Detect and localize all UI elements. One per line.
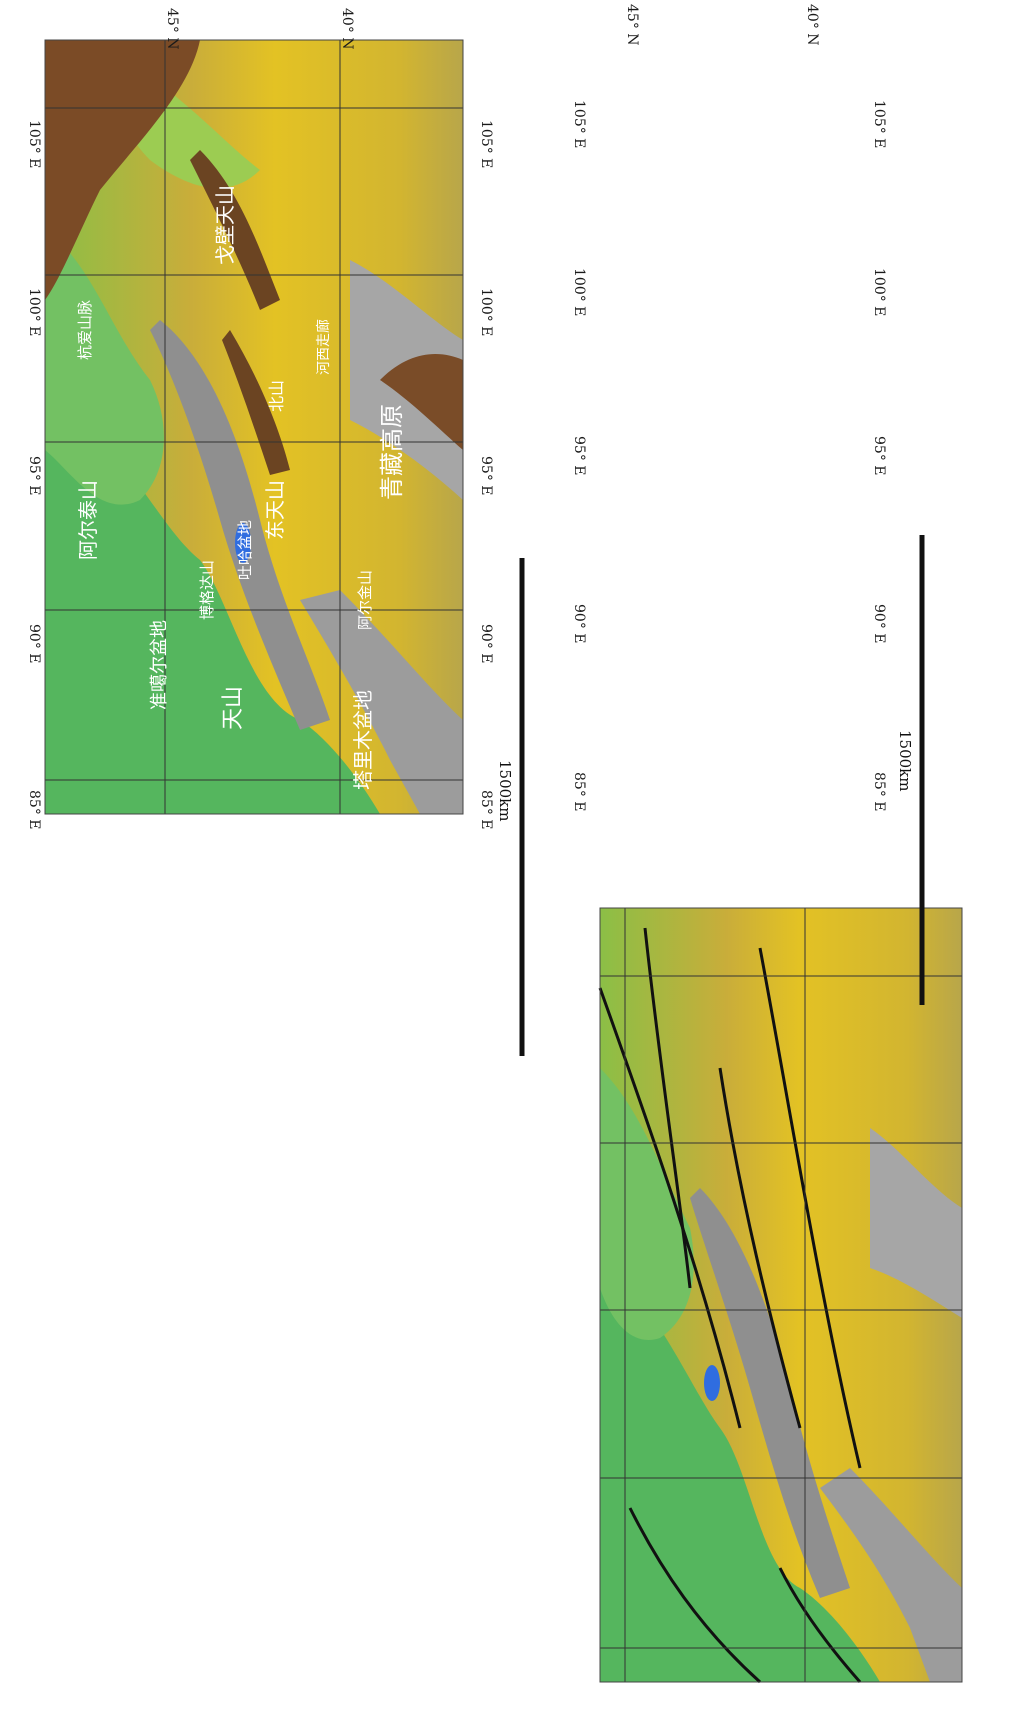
- lon-label: 100° E: [478, 288, 494, 336]
- bottom-abbr-labels: BH BG JJ YQ: [679, 463, 748, 701]
- lat-label: 45° N: [164, 8, 180, 50]
- lon-label: 90° E: [571, 604, 587, 643]
- place-label: 阿尔泰山: [76, 480, 100, 560]
- lon-label: 90° E: [478, 624, 494, 663]
- bottom-lon-labels: 105° E 100° E 95° E 90° E 85° E 105° E 1…: [571, 100, 887, 811]
- place-label: 塔里木盆地: [819, 700, 843, 800]
- lon-label: 95° E: [571, 436, 587, 475]
- abbr-label: YQ: [729, 681, 743, 701]
- lon-label: 90° E: [871, 604, 887, 643]
- lat-label: 40° N: [339, 8, 355, 50]
- lon-label: 95° E: [26, 456, 42, 495]
- lon-label: 95° E: [871, 436, 887, 475]
- place-label: 准噶尔盆地: [634, 655, 655, 745]
- place-label: 准噶尔盆地: [149, 620, 170, 710]
- place-label: 河西走廊: [315, 319, 332, 375]
- place-label: 东天山: [263, 480, 287, 540]
- place-label: 天山: [221, 686, 246, 730]
- place-label: 河西走廊: [822, 319, 839, 375]
- place-label: 杭爱山脉: [76, 300, 94, 360]
- bottom-lat-labels: 45° N 40° N: [624, 4, 820, 46]
- lon-label: 85° E: [571, 772, 587, 811]
- place-label: 北山: [745, 438, 764, 470]
- scale-label-top: 1500km: [496, 760, 514, 822]
- lon-label: 85° E: [871, 772, 887, 811]
- place-label: 博格达山: [198, 560, 216, 620]
- lon-label: 100° E: [571, 268, 587, 316]
- lat-label: 40° N: [804, 4, 820, 46]
- lon-label: 105° E: [478, 120, 494, 168]
- lon-label: 100° E: [871, 268, 887, 316]
- top-lon-labels: 105° E 100° E 95° E 90° E 85° E: [478, 120, 494, 829]
- lon-label: 90° E: [26, 624, 42, 663]
- place-label: 塔里木盆地: [351, 690, 375, 790]
- place-label: 戈壁天山: [213, 185, 237, 265]
- lon-label: 105° E: [571, 100, 587, 148]
- lat-label: 45° N: [624, 4, 640, 46]
- top-lon-labels-left: 105° E 100° E 95° E 90° E 85° E: [26, 120, 42, 829]
- bottom-map-frame: [598, 907, 963, 1684]
- top-topographic-map: 105° E 100° E 95° E 90° E 85° E 105° E 1…: [26, 8, 494, 829]
- lon-label: 95° E: [478, 456, 494, 495]
- scale-label-bottom: 1500km: [896, 730, 914, 792]
- bottom-place-labels: 戈壁天山 河西走廊 北山 吐哈盆地 阿尔金山 准噶尔盆地 塔里木盆地: [634, 185, 854, 800]
- place-label: 吐哈盆地: [699, 530, 723, 610]
- abbr-label: JJ: [734, 581, 748, 591]
- place-label: 戈壁天山: [693, 185, 717, 265]
- lon-label: 85° E: [478, 790, 494, 829]
- place-label: 青藏高原: [378, 404, 406, 500]
- top-map-frame: [44, 39, 464, 815]
- lon-label: 105° E: [26, 120, 42, 168]
- lon-label: 100° E: [26, 288, 42, 336]
- place-label: 阿尔金山: [356, 570, 374, 630]
- abbr-label: BG: [679, 649, 693, 668]
- place-label: 北山: [267, 380, 286, 412]
- top-lat-labels: 45° N 40° N: [164, 8, 355, 50]
- abbr-label: BH: [689, 463, 703, 482]
- lon-label: 105° E: [871, 100, 887, 148]
- lon-label: 85° E: [26, 790, 42, 829]
- place-label: 吐哈盆地: [236, 520, 254, 580]
- top-place-labels: 杭爱山脉 戈壁天山 河西走廊 北山 青藏高原 阿尔泰山 东天山 吐哈盆地 博格达…: [76, 185, 406, 790]
- place-label: 阿尔金山: [836, 590, 854, 650]
- bottom-topographic-map: [598, 907, 963, 1684]
